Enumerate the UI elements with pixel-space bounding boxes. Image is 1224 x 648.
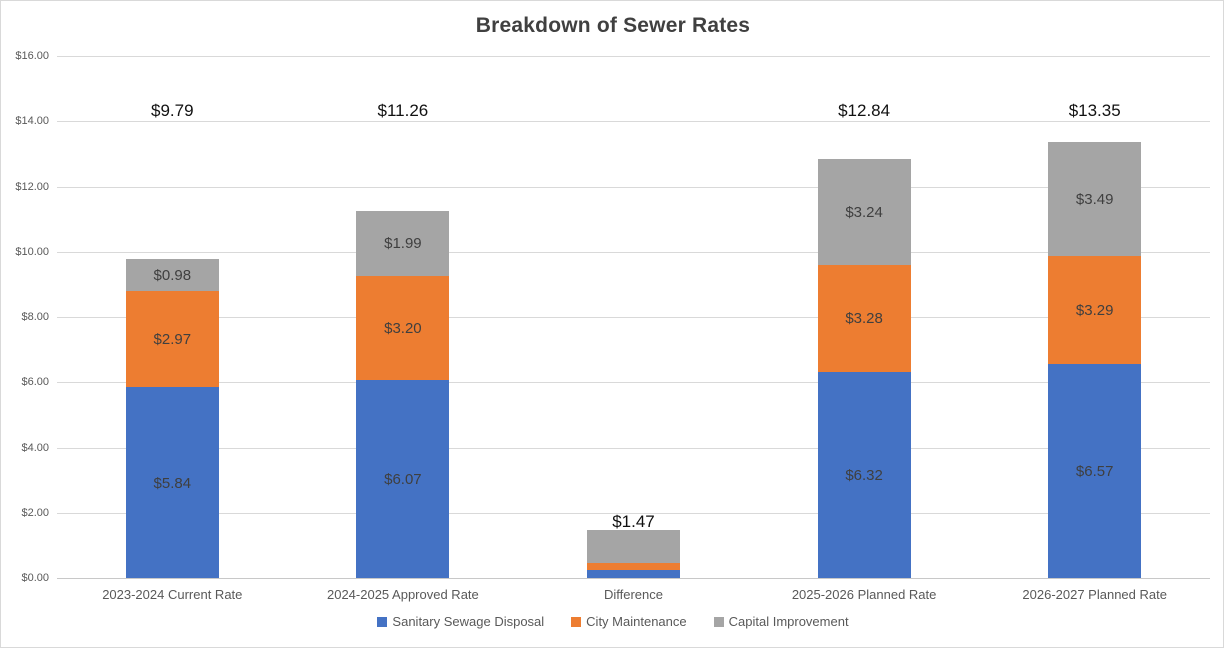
legend-marker-icon — [571, 616, 582, 627]
gridline — [57, 121, 1210, 123]
segment-data-label: $3.29 — [1075, 301, 1114, 319]
gridline — [57, 317, 1210, 318]
segment-data-label: $6.57 — [1075, 462, 1114, 480]
y-axis-tick-label: $16.00 — [15, 50, 49, 62]
segment-data-label: $5.84 — [153, 474, 192, 492]
segment-data-label: $3.28 — [845, 310, 883, 328]
segment-data-label: $0.98 — [153, 266, 192, 284]
segment-data-label: $6.32 — [845, 466, 883, 484]
total-data-label: $13.35 — [1068, 101, 1121, 120]
gridline — [57, 251, 1210, 253]
total-data-label: $12.84 — [838, 101, 891, 120]
segment-data-label: $3.24 — [845, 203, 883, 221]
bar-segment-capital-improvement — [1048, 142, 1142, 257]
segment-data-label: $3.20 — [384, 319, 422, 337]
y-axis-tick-label: $0.00 — [21, 572, 49, 584]
x-axis-category-label: 2024-2025 Approved Rate — [326, 587, 479, 602]
x-axis-category-label: 2025-2026 Planned Rate — [791, 587, 937, 602]
x-axis-line — [57, 578, 1210, 579]
gridline — [57, 186, 1210, 188]
chart-title: Breakdown of Sewer Rates — [475, 14, 751, 37]
bar-segment-sanitary-sewage-disposal — [1048, 363, 1142, 578]
segment-data-label: $2.97 — [153, 331, 192, 349]
x-axis-category-label: Difference — [603, 587, 663, 602]
bar-segment-city-maintenance — [356, 275, 450, 380]
gridline — [57, 382, 1210, 384]
gridline — [57, 56, 1210, 57]
y-axis-tick-label: $14.00 — [15, 115, 49, 128]
bar-segment-city-maintenance — [817, 264, 911, 372]
bar-segment-capital-improvement — [817, 159, 911, 265]
total-data-label: $1.47 — [612, 512, 655, 532]
legend: Sanitary Sewage Disposal City Maintenance… — [1, 614, 1224, 629]
segment-data-label: $1.99 — [384, 235, 422, 253]
legend-label: Capital Improvement — [728, 614, 849, 629]
bar-segment-capital-improvement — [125, 258, 219, 291]
x-axis-category-label: 2023-2024 Current Rate — [102, 587, 243, 602]
legend-item-city-maintenance: City Maintenance — [571, 614, 687, 629]
bar-segment-city-maintenance — [1048, 256, 1142, 364]
segment-data-label: $6.07 — [384, 470, 422, 488]
y-axis-tick-label: $6.00 — [21, 376, 49, 389]
gridline — [57, 447, 1210, 449]
bar-segment-sanitary-sewage-disposal — [356, 379, 450, 578]
bar-segment-sanitary-sewage-disposal — [817, 371, 911, 578]
total-data-label: $9.79 — [151, 101, 194, 120]
bar-segment-capital-improvement — [356, 210, 450, 276]
y-axis-tick-label: $2.00 — [21, 506, 49, 519]
legend-item-capital-improvement: Capital Improvement — [713, 614, 849, 629]
legend-item-sanitary-sewage-disposal: Sanitary Sewage Disposal — [377, 614, 544, 629]
bar-segment-sanitary-sewage-disposal — [587, 570, 680, 578]
bar-segment-sanitary-sewage-disposal — [125, 387, 219, 578]
legend-label: Sanitary Sewage Disposal — [392, 614, 545, 629]
legend-label: City Maintenance — [586, 614, 687, 629]
segment-data-label: $3.49 — [1075, 191, 1114, 209]
bar-segment-city-maintenance — [125, 290, 219, 388]
y-axis-tick-label: $8.00 — [21, 311, 49, 323]
bar-segment-city-maintenance — [587, 562, 680, 571]
x-axis-category-label: 2026-2027 Planned Rate — [1022, 587, 1167, 602]
y-axis-tick-label: $4.00 — [21, 441, 49, 454]
total-data-label: $11.26 — [377, 101, 429, 120]
y-axis-tick-label: $10.00 — [15, 245, 49, 258]
bar-segment-capital-improvement — [587, 530, 680, 563]
gridline — [57, 512, 1210, 514]
legend-marker-icon — [713, 616, 724, 627]
legend-marker-icon — [377, 616, 388, 627]
y-axis-tick-label: $12.00 — [15, 180, 49, 193]
